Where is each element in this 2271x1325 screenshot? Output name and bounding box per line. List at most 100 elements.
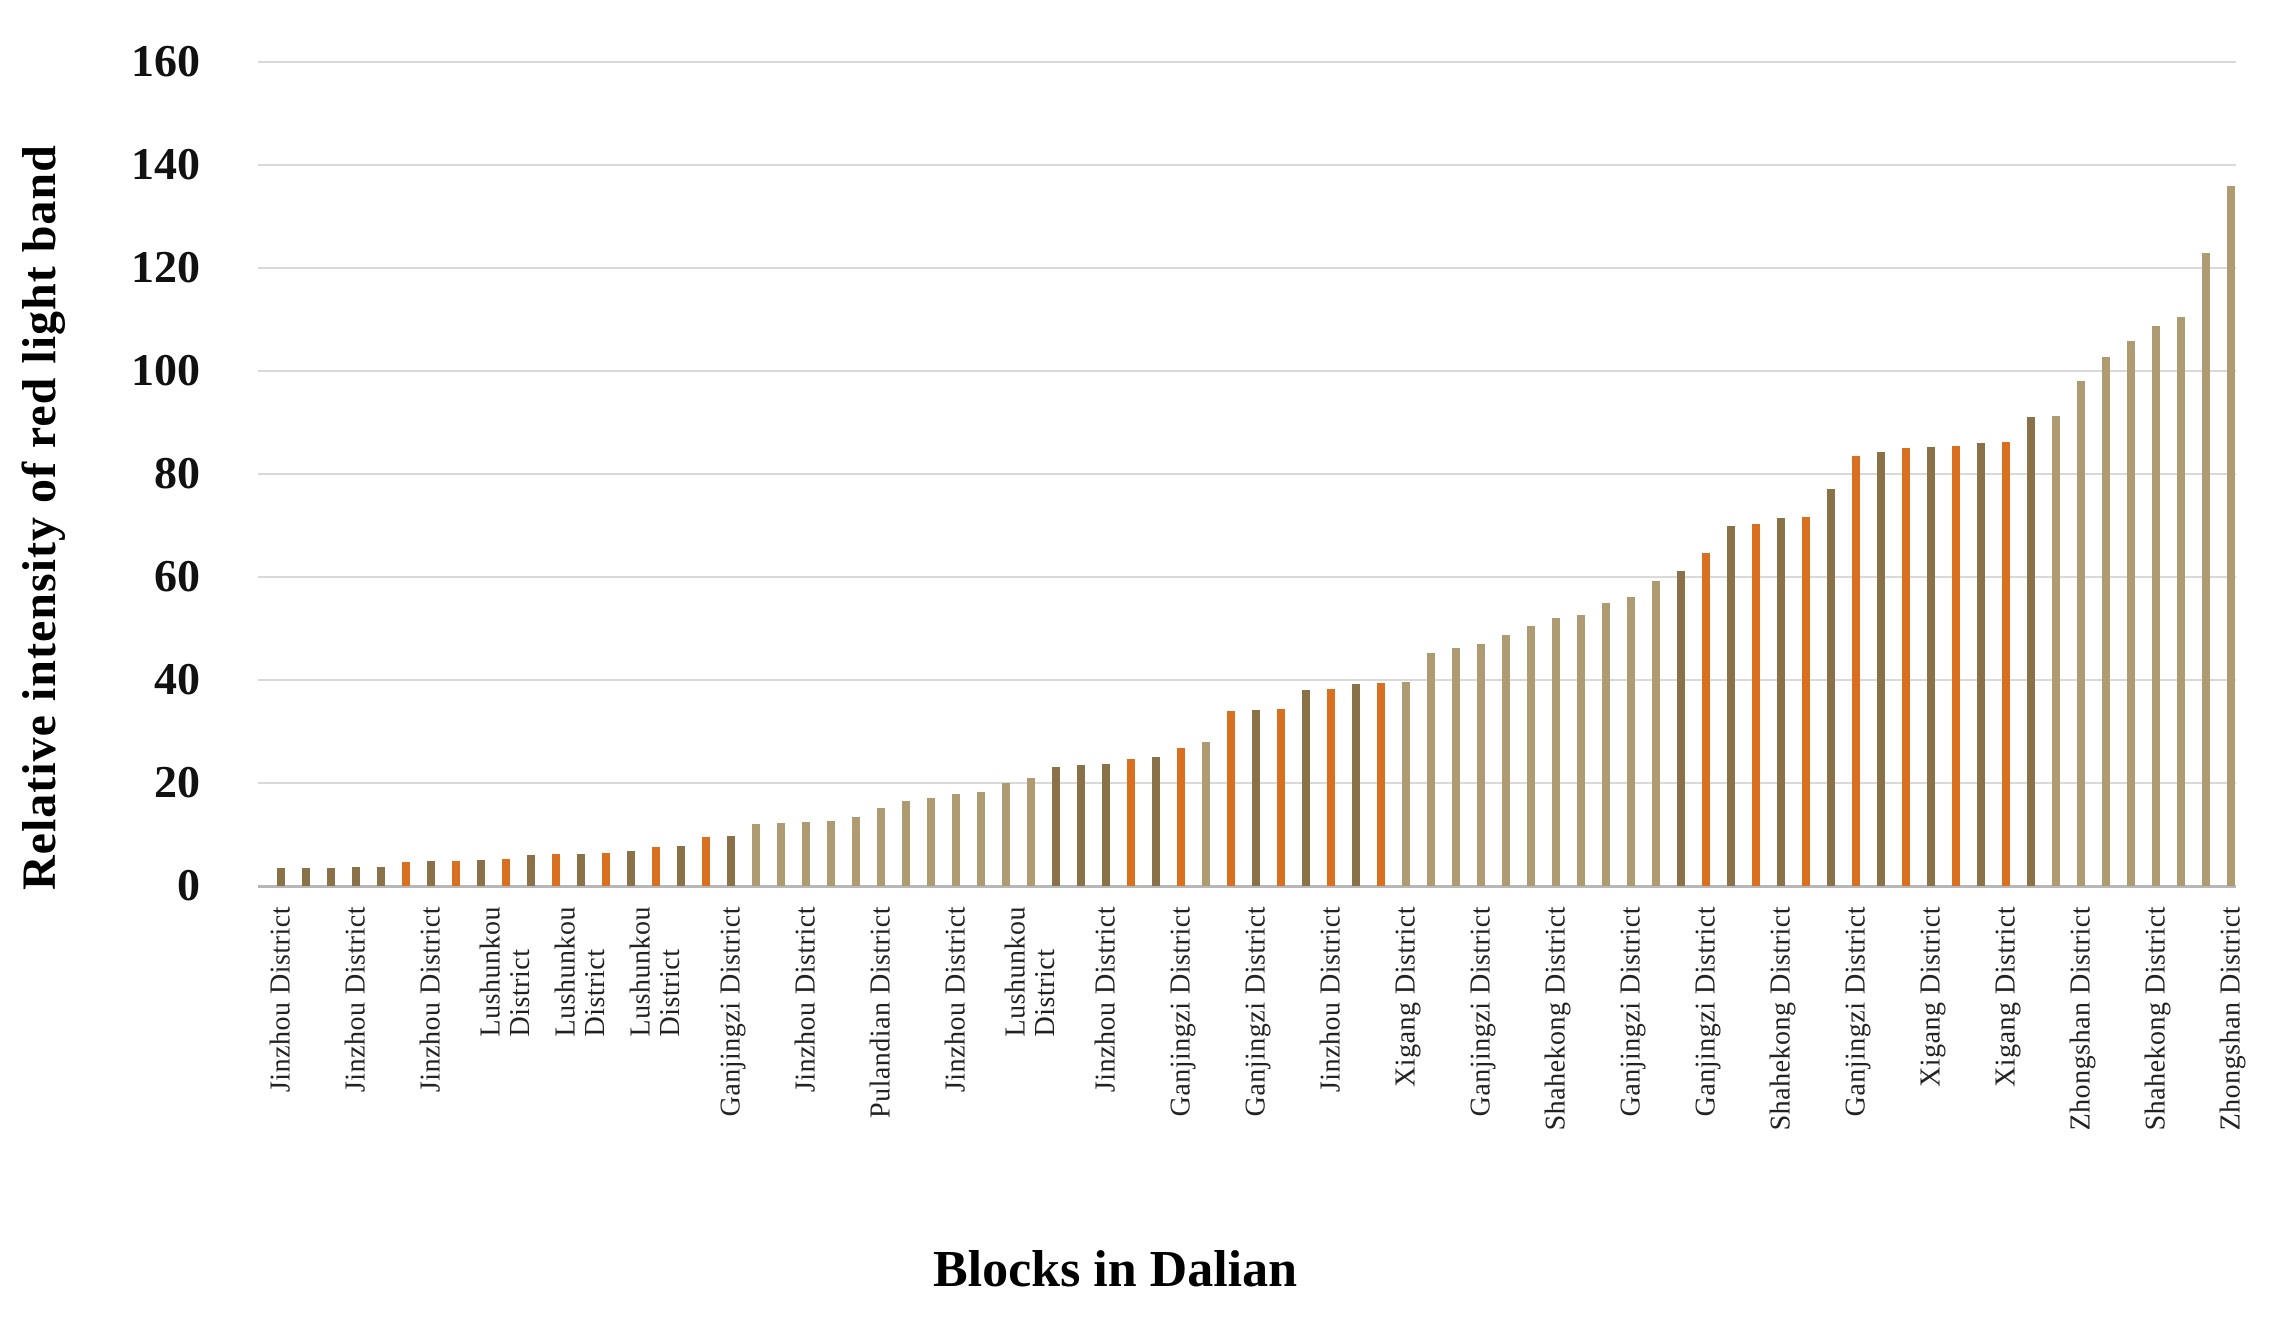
bar — [1327, 689, 1335, 886]
bar — [1677, 571, 1685, 886]
bar — [577, 854, 585, 886]
bar — [1427, 653, 1435, 886]
bar — [1877, 452, 1885, 886]
bar — [827, 821, 835, 886]
y-tick-label: 60 — [154, 550, 200, 601]
bar — [1602, 603, 1610, 886]
bar — [1777, 518, 1785, 886]
x-tick-label: Jinzhou District — [940, 906, 972, 1093]
bar — [1052, 767, 1060, 886]
gridline — [258, 61, 2236, 63]
bar — [677, 846, 685, 886]
bar — [1527, 626, 1535, 886]
bar — [1202, 742, 1210, 886]
bar — [1277, 709, 1285, 886]
y-tick-label: 120 — [131, 241, 200, 292]
bar — [1577, 615, 1585, 886]
bar — [2077, 381, 2085, 886]
bar — [1852, 456, 1860, 886]
bar — [1402, 682, 1410, 886]
x-tick-label: Ganjingzi District — [1615, 906, 1647, 1117]
bar — [627, 851, 635, 886]
bar — [2152, 326, 2160, 886]
bar — [602, 853, 610, 886]
bar — [1477, 644, 1485, 886]
x-tick-label: Shahekong District — [1765, 906, 1797, 1131]
bar — [452, 861, 460, 886]
x-tick-label: Xigang District — [1390, 906, 1422, 1087]
bar — [877, 808, 885, 886]
x-tick-label: Jinzhou District — [415, 906, 447, 1093]
bar — [1352, 684, 1360, 886]
x-tick-label: Ganjingzi District — [715, 906, 747, 1117]
x-tick-label: Lushunkou District — [475, 906, 536, 1037]
bar — [1102, 764, 1110, 886]
bar — [902, 801, 910, 886]
bar — [727, 836, 735, 886]
bar — [302, 868, 310, 886]
bar — [2202, 253, 2210, 886]
gridline — [258, 370, 2236, 372]
bar — [327, 868, 335, 886]
x-tick-label: Xigang District — [1990, 906, 2022, 1087]
bar — [2177, 317, 2185, 886]
y-tick-label: 80 — [154, 447, 200, 498]
bar — [1727, 526, 1735, 886]
x-tick-label: Lushunkou District — [625, 906, 686, 1037]
x-axis-baseline — [258, 885, 2236, 888]
bar — [802, 822, 810, 886]
bar — [1377, 683, 1385, 886]
bar — [652, 847, 660, 886]
bar — [1552, 618, 1560, 886]
bar — [2052, 416, 2060, 886]
bar — [427, 861, 435, 886]
bar — [852, 817, 860, 886]
bar — [502, 859, 510, 886]
gridline — [258, 267, 2236, 269]
y-tick-label: 0 — [177, 859, 200, 910]
x-tick-label: Ganjingzi District — [1690, 906, 1722, 1117]
bar — [2002, 442, 2010, 886]
bar — [777, 823, 785, 886]
bar — [2027, 417, 2035, 886]
bar — [477, 860, 485, 886]
bar — [527, 855, 535, 886]
gridline — [258, 473, 2236, 475]
bar — [977, 792, 985, 886]
gridline — [258, 782, 2236, 784]
bar — [1127, 759, 1135, 886]
x-tick-label: Ganjingzi District — [1465, 906, 1497, 1117]
bar — [1627, 597, 1635, 886]
bar — [1227, 711, 1235, 886]
gridline — [258, 164, 2236, 166]
bar — [952, 794, 960, 886]
bar — [2127, 341, 2135, 886]
bar — [1927, 447, 1935, 886]
y-tick-label: 140 — [131, 138, 200, 189]
bar — [377, 867, 385, 886]
x-tick-label: Zhongshan District — [2215, 906, 2247, 1131]
bar — [1802, 517, 1810, 886]
bar — [1252, 710, 1260, 886]
x-tick-label: Lushunkou District — [550, 906, 611, 1037]
x-tick-label: Ganjingzi District — [1240, 906, 1272, 1117]
bar — [1827, 489, 1835, 886]
bar — [1077, 765, 1085, 886]
x-tick-label: Ganjingzi District — [1165, 906, 1197, 1117]
y-tick-label: 40 — [154, 653, 200, 704]
bar — [1002, 783, 1010, 886]
bar — [352, 867, 360, 886]
bar — [2227, 186, 2235, 886]
y-tick-label: 20 — [154, 756, 200, 807]
x-tick-label: Jinzhou District — [1090, 906, 1122, 1093]
x-tick-label: Jinzhou District — [265, 906, 297, 1093]
x-tick-label: Zhongshan District — [2065, 906, 2097, 1131]
bar — [1952, 446, 1960, 886]
bar — [1702, 553, 1710, 886]
x-tick-label: Pulandian District — [865, 906, 897, 1118]
bar — [1977, 443, 1985, 886]
x-tick-label: Jinzhou District — [1315, 906, 1347, 1093]
x-tick-label: Jinzhou District — [340, 906, 372, 1093]
bar — [2102, 357, 2110, 886]
